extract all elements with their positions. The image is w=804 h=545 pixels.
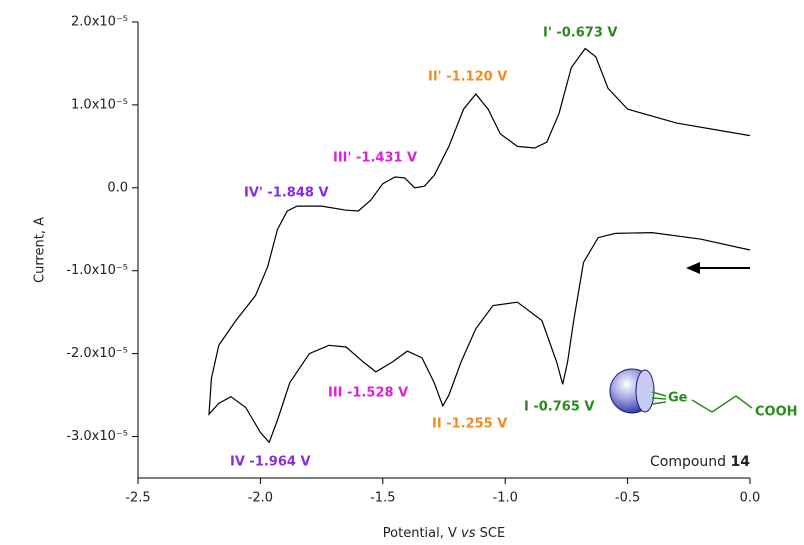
- compound-number: 14: [731, 454, 751, 470]
- peak-label: I' -0.673 V: [543, 26, 617, 41]
- peak-label: IV -1.964 V: [230, 455, 311, 470]
- y-tick-label: -1.0x10⁻⁵: [66, 263, 128, 278]
- y-tick-label: 2.0x10⁻⁵: [71, 15, 128, 30]
- peak-label: III' -1.431 V: [333, 151, 417, 166]
- peak-label: III -1.528 V: [328, 386, 408, 401]
- peak-label: IV' -1.848 V: [244, 186, 329, 201]
- x-axis-label: Potential, V vs SCE: [383, 526, 505, 541]
- peak-label: II -1.255 V: [432, 417, 507, 432]
- fullerene-rim: [635, 369, 655, 413]
- y-tick-label: 0.0: [107, 180, 128, 195]
- x-tick-label: 0.0: [740, 491, 761, 506]
- cv-curve: [208, 47, 751, 444]
- peak-label: II' -1.120 V: [428, 70, 507, 85]
- x-tick-label: -2.5: [125, 491, 150, 506]
- scan-arrow-head: [686, 262, 700, 274]
- y-axis-label: Current, A: [33, 217, 48, 283]
- compound-label: Compound 14: [650, 454, 750, 470]
- x-label-part: vs: [461, 526, 476, 541]
- molecule-atom: Ge: [668, 391, 688, 406]
- bonds: [651, 391, 753, 413]
- x-label-part: Potential, V: [383, 526, 457, 541]
- x-tick-label: -1.5: [370, 491, 395, 506]
- x-tick-label: -1.0: [493, 491, 518, 506]
- compound-word: Compound: [650, 454, 726, 470]
- x-tick-label: -0.5: [615, 491, 640, 506]
- y-tick-label: 1.0x10⁻⁵: [71, 97, 128, 112]
- y-tick-label: -2.0x10⁻⁵: [66, 346, 128, 361]
- peak-label: I -0.765 V: [524, 400, 594, 415]
- y-tick-label: -3.0x10⁻⁵: [66, 429, 128, 444]
- molecule-group: COOH: [755, 405, 798, 420]
- x-label-part: SCE: [480, 526, 506, 541]
- x-tick-label: -2.0: [248, 491, 273, 506]
